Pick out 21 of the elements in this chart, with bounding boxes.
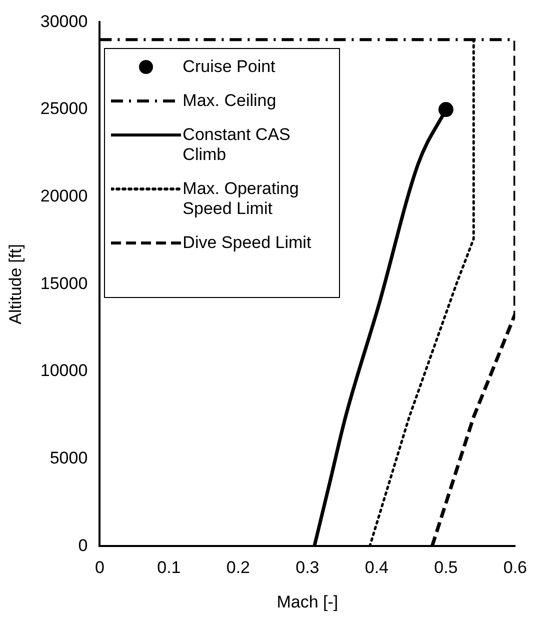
y-tick-label: 10000 xyxy=(40,361,88,380)
x-tick-label: 0 xyxy=(94,558,104,578)
x-tick-label: 0.3 xyxy=(296,558,320,578)
y-tick-label: 20000 xyxy=(40,186,88,206)
y-tick-label: 30000 xyxy=(40,12,88,31)
y-tick-label: 5000 xyxy=(50,448,88,468)
y-tick-label: 25000 xyxy=(40,99,88,118)
legend-label: Dive Speed Limit xyxy=(182,233,312,254)
x-tick-label: 0.1 xyxy=(157,558,181,578)
y-tick-label: 0 xyxy=(78,536,88,555)
x-tick-label: 0.2 xyxy=(226,558,250,578)
legend-label: Constant CAS Climb xyxy=(182,125,292,166)
y-axis-title: Altitude [ft] xyxy=(6,244,25,324)
x-axis-title: Mach [-] xyxy=(276,592,338,612)
legend-label: Max. Operating Speed Limit xyxy=(182,179,300,220)
legend-label: Cruise Point xyxy=(182,57,276,78)
legend-label: Max. Ceiling xyxy=(182,91,278,112)
x-tick-label: 0.6 xyxy=(503,558,528,578)
x-tick-label: 0.4 xyxy=(364,558,388,578)
x-tick-label: 0.5 xyxy=(434,558,458,578)
y-tick-label: 15000 xyxy=(40,274,88,293)
